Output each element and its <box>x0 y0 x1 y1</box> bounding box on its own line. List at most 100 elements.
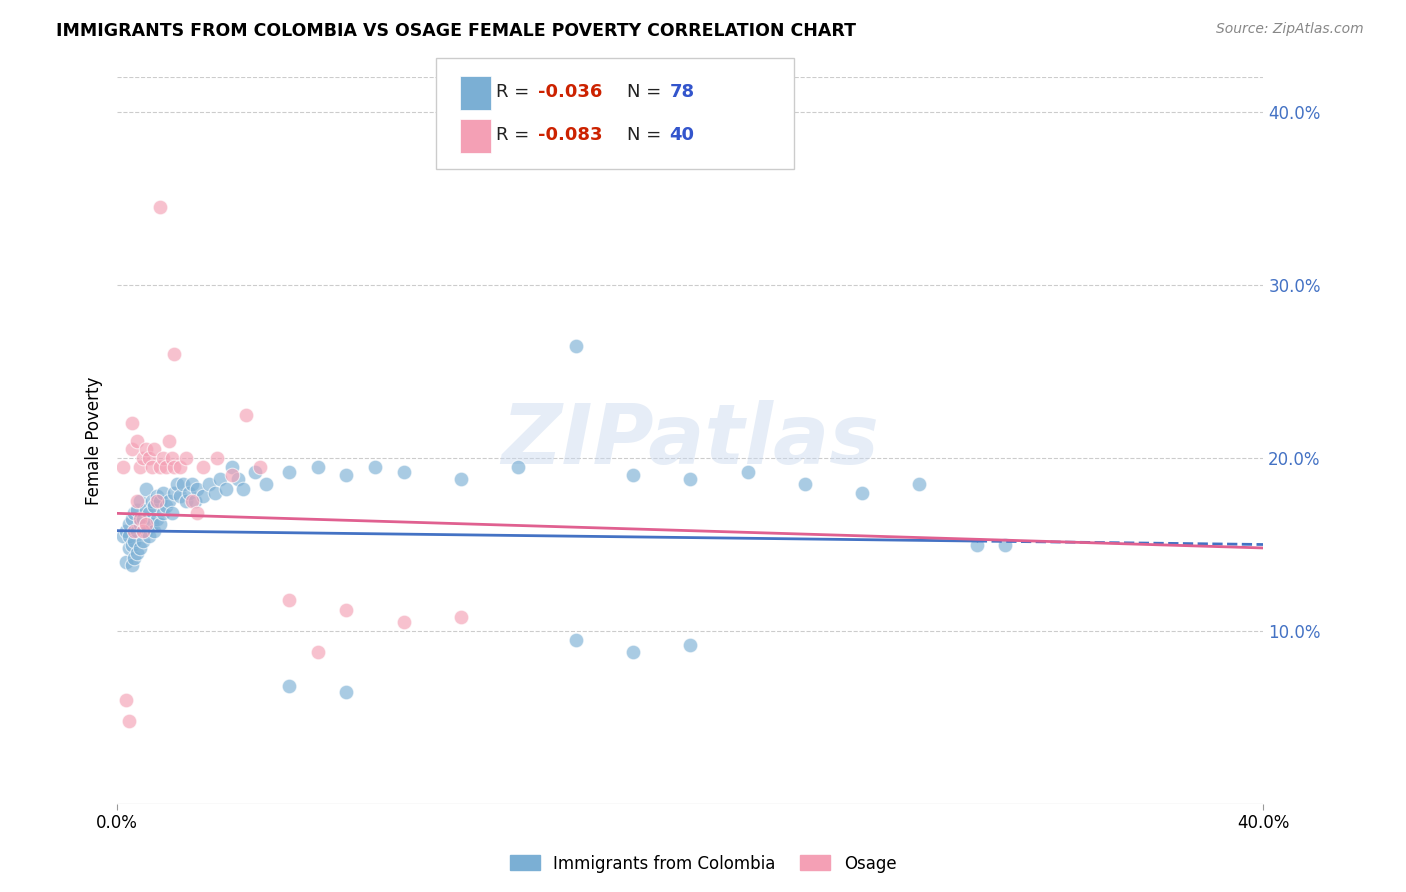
Point <box>149 459 172 474</box>
Point <box>186 507 208 521</box>
Point <box>235 408 257 422</box>
Point <box>204 485 226 500</box>
Point <box>127 503 149 517</box>
Point <box>149 494 172 508</box>
Point <box>121 558 143 573</box>
Point <box>994 537 1017 551</box>
Point <box>129 494 152 508</box>
Point <box>226 472 249 486</box>
Point <box>215 482 238 496</box>
Point <box>155 500 177 514</box>
Point <box>146 489 169 503</box>
Point <box>157 434 180 448</box>
Point <box>793 477 815 491</box>
Point <box>174 450 197 465</box>
Point <box>307 645 329 659</box>
Point <box>851 485 873 500</box>
Point <box>221 468 243 483</box>
Point <box>127 494 149 508</box>
Text: Source: ZipAtlas.com: Source: ZipAtlas.com <box>1216 22 1364 37</box>
Point <box>163 347 186 361</box>
Point <box>127 434 149 448</box>
Point <box>166 477 188 491</box>
Text: N =: N = <box>627 126 666 144</box>
Point <box>564 338 586 352</box>
Point <box>149 516 172 531</box>
Point <box>121 511 143 525</box>
Point <box>679 472 702 486</box>
Point <box>132 450 155 465</box>
Point <box>135 482 157 496</box>
Point <box>966 537 988 551</box>
Point <box>621 645 644 659</box>
Point <box>157 494 180 508</box>
Point <box>121 442 143 457</box>
Point <box>114 693 136 707</box>
Point <box>278 592 301 607</box>
Point <box>124 534 146 549</box>
Point <box>152 450 174 465</box>
Point <box>307 459 329 474</box>
Point <box>172 477 194 491</box>
Point <box>138 529 160 543</box>
Point <box>564 632 586 647</box>
Point <box>114 555 136 569</box>
Point <box>163 459 186 474</box>
Point <box>127 524 149 538</box>
Point <box>143 442 166 457</box>
Point <box>124 524 146 538</box>
Y-axis label: Female Poverty: Female Poverty <box>86 376 103 505</box>
Point <box>335 468 357 483</box>
Point <box>141 459 163 474</box>
Point <box>243 465 266 479</box>
Point <box>135 503 157 517</box>
Point <box>450 472 472 486</box>
Text: 78: 78 <box>669 83 695 101</box>
Point <box>152 507 174 521</box>
Point <box>129 516 152 531</box>
Text: R =: R = <box>496 126 536 144</box>
Point <box>111 459 134 474</box>
Point <box>249 459 271 474</box>
Point <box>121 417 143 431</box>
Point <box>124 507 146 521</box>
Point <box>364 459 387 474</box>
Point <box>679 638 702 652</box>
Point <box>177 485 200 500</box>
Point <box>160 450 183 465</box>
Point <box>232 482 254 496</box>
Point <box>118 516 141 531</box>
Point <box>146 494 169 508</box>
Point <box>737 465 759 479</box>
Text: IMMIGRANTS FROM COLOMBIA VS OSAGE FEMALE POVERTY CORRELATION CHART: IMMIGRANTS FROM COLOMBIA VS OSAGE FEMALE… <box>56 22 856 40</box>
Point <box>149 200 172 214</box>
Point <box>186 482 208 496</box>
Point <box>141 494 163 508</box>
Point <box>155 459 177 474</box>
Point <box>335 684 357 698</box>
Text: R =: R = <box>496 83 536 101</box>
Point <box>392 465 415 479</box>
Point <box>207 450 229 465</box>
Point <box>129 511 152 525</box>
Point <box>392 615 415 630</box>
Point <box>174 494 197 508</box>
Point <box>129 541 152 555</box>
Point <box>135 516 157 531</box>
Point <box>198 477 221 491</box>
Point <box>278 679 301 693</box>
Point <box>209 472 232 486</box>
Point <box>508 459 530 474</box>
Point <box>118 714 141 728</box>
Point <box>908 477 931 491</box>
Point <box>143 500 166 514</box>
Point <box>335 603 357 617</box>
Point <box>254 477 277 491</box>
Point <box>180 494 202 508</box>
Text: 40: 40 <box>669 126 695 144</box>
Point <box>132 534 155 549</box>
Text: ZIPatlas: ZIPatlas <box>502 401 879 481</box>
Point <box>621 468 644 483</box>
Point <box>118 541 141 555</box>
Text: N =: N = <box>627 83 666 101</box>
